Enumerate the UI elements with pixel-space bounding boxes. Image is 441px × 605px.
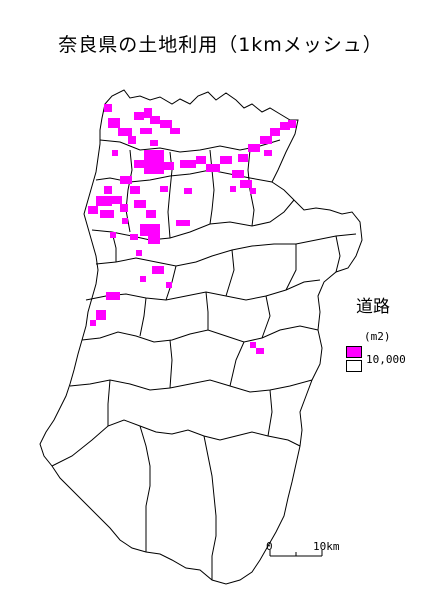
prefecture-outline	[39, 89, 363, 585]
map-title: 奈良県の土地利用（1kmメッシュ）	[58, 34, 383, 56]
legend-unit: (m2)	[364, 330, 391, 343]
road-mesh-cells	[88, 104, 296, 354]
scale-bar-start-label: 0	[266, 540, 273, 553]
legend-swatch-road	[346, 346, 362, 358]
legend-swatch-empty	[346, 360, 362, 372]
legend-title: 道路	[356, 297, 390, 317]
scale-bar	[269, 550, 323, 557]
legend-value-label: 10,000	[366, 353, 406, 366]
scale-bar-end-label: 10km	[313, 540, 340, 553]
